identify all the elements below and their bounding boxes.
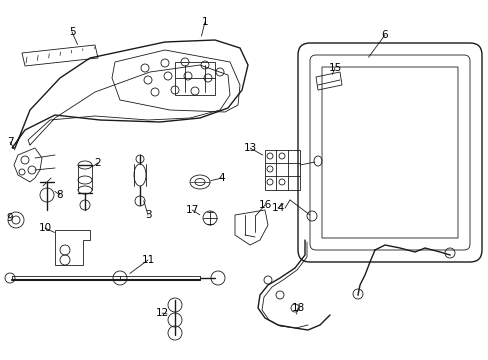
Text: 4: 4 [218, 173, 225, 183]
Text: 10: 10 [39, 223, 51, 233]
Text: 13: 13 [243, 143, 256, 153]
Text: 14: 14 [271, 203, 284, 213]
Text: 18: 18 [291, 303, 304, 313]
Text: 17: 17 [185, 205, 198, 215]
Text: 7: 7 [7, 137, 13, 147]
Text: 3: 3 [144, 210, 151, 220]
Text: 12: 12 [155, 308, 168, 318]
Text: 6: 6 [381, 30, 387, 40]
Text: 16: 16 [258, 200, 271, 210]
Text: 8: 8 [57, 190, 63, 200]
Text: 15: 15 [328, 63, 341, 73]
Text: 1: 1 [201, 17, 208, 27]
Text: 11: 11 [141, 255, 154, 265]
Text: 9: 9 [7, 213, 13, 223]
Text: 5: 5 [68, 27, 75, 37]
Text: 2: 2 [95, 158, 101, 168]
